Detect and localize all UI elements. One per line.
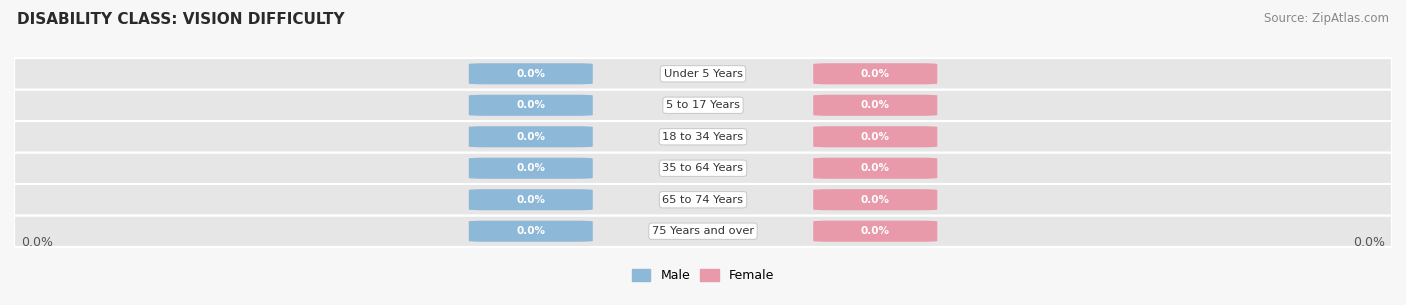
Text: 65 to 74 Years: 65 to 74 Years — [662, 195, 744, 205]
FancyBboxPatch shape — [813, 158, 938, 179]
FancyBboxPatch shape — [14, 184, 1392, 215]
FancyBboxPatch shape — [813, 189, 938, 210]
Text: 35 to 64 Years: 35 to 64 Years — [662, 163, 744, 173]
FancyBboxPatch shape — [14, 121, 1392, 152]
Text: Source: ZipAtlas.com: Source: ZipAtlas.com — [1264, 12, 1389, 25]
Text: 0.0%: 0.0% — [860, 226, 890, 236]
Text: 0.0%: 0.0% — [21, 236, 53, 249]
Text: DISABILITY CLASS: VISION DIFFICULTY: DISABILITY CLASS: VISION DIFFICULTY — [17, 12, 344, 27]
Text: 0.0%: 0.0% — [516, 226, 546, 236]
Text: 0.0%: 0.0% — [516, 195, 546, 205]
Text: 0.0%: 0.0% — [860, 132, 890, 142]
FancyBboxPatch shape — [14, 215, 1392, 247]
FancyBboxPatch shape — [813, 63, 938, 84]
Text: 0.0%: 0.0% — [516, 163, 546, 173]
FancyBboxPatch shape — [14, 152, 1392, 184]
Text: 0.0%: 0.0% — [1353, 236, 1385, 249]
FancyBboxPatch shape — [813, 126, 938, 147]
FancyBboxPatch shape — [468, 158, 593, 179]
FancyBboxPatch shape — [468, 126, 593, 147]
FancyBboxPatch shape — [468, 95, 593, 116]
FancyBboxPatch shape — [14, 58, 1392, 90]
Text: 75 Years and over: 75 Years and over — [652, 226, 754, 236]
Text: 0.0%: 0.0% — [516, 69, 546, 79]
Text: 0.0%: 0.0% — [860, 163, 890, 173]
FancyBboxPatch shape — [813, 95, 938, 116]
Text: 0.0%: 0.0% — [860, 69, 890, 79]
FancyBboxPatch shape — [468, 189, 593, 210]
Text: 0.0%: 0.0% — [860, 100, 890, 110]
FancyBboxPatch shape — [468, 221, 593, 242]
Legend: Male, Female: Male, Female — [627, 264, 779, 287]
FancyBboxPatch shape — [468, 63, 593, 84]
FancyBboxPatch shape — [813, 221, 938, 242]
Text: 0.0%: 0.0% — [516, 100, 546, 110]
Text: 18 to 34 Years: 18 to 34 Years — [662, 132, 744, 142]
Text: Under 5 Years: Under 5 Years — [664, 69, 742, 79]
Text: 0.0%: 0.0% — [516, 132, 546, 142]
Text: 5 to 17 Years: 5 to 17 Years — [666, 100, 740, 110]
Text: 0.0%: 0.0% — [860, 195, 890, 205]
FancyBboxPatch shape — [14, 90, 1392, 121]
